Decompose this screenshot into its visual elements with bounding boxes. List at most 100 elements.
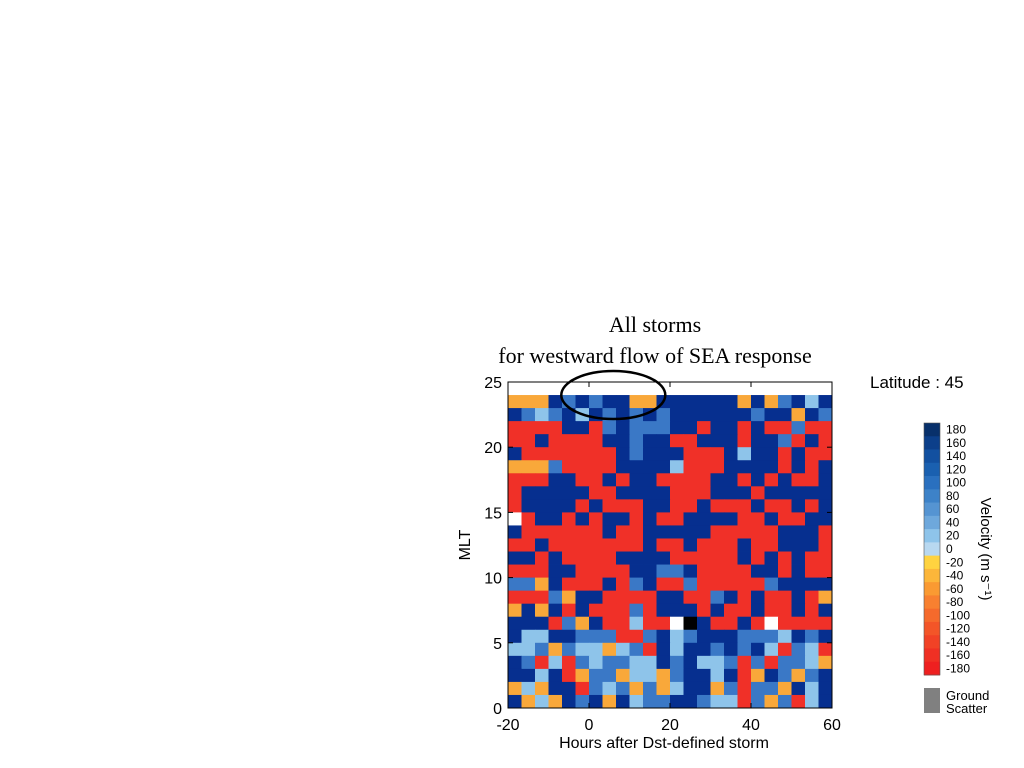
heatmap-cell bbox=[818, 668, 833, 683]
colorbar-swatch bbox=[924, 529, 940, 543]
x-tick-label: 40 bbox=[742, 717, 760, 734]
heatmap-cell bbox=[589, 694, 603, 709]
heatmap-cell bbox=[805, 486, 819, 500]
heatmap-cell bbox=[548, 447, 563, 461]
heatmap-cell bbox=[508, 655, 522, 670]
heatmap-cell bbox=[629, 486, 644, 500]
heatmap-cell bbox=[751, 616, 765, 631]
velocity-colorbar: 180160140120100806040200-20-40-60-80-100… bbox=[923, 423, 994, 716]
heatmap-cell bbox=[575, 616, 590, 631]
heatmap-cell bbox=[589, 421, 603, 435]
heatmap-cell bbox=[737, 603, 752, 618]
heatmap-cell bbox=[805, 512, 819, 526]
heatmap-cell bbox=[575, 629, 590, 644]
heatmap-cell bbox=[508, 642, 522, 657]
heatmap-cell bbox=[737, 655, 752, 670]
heatmap-cell bbox=[656, 525, 671, 539]
heatmap-cell bbox=[643, 551, 657, 565]
heatmap-cell bbox=[508, 486, 522, 500]
heatmap-cell bbox=[521, 616, 536, 631]
heatmap-cell bbox=[764, 655, 779, 670]
colorbar-tick-label: 180 bbox=[946, 423, 966, 437]
heatmap-cell bbox=[602, 512, 617, 526]
heatmap-cell bbox=[575, 538, 590, 552]
heatmap-cell bbox=[508, 421, 522, 435]
heatmap-cell bbox=[535, 525, 549, 539]
heatmap-cell bbox=[629, 538, 644, 552]
heatmap-cell bbox=[643, 473, 657, 487]
heatmap-cell bbox=[751, 460, 765, 474]
heatmap-cell bbox=[521, 564, 536, 578]
heatmap-cell bbox=[683, 655, 698, 670]
heatmap-cell bbox=[683, 616, 698, 631]
heatmap-cell bbox=[602, 642, 617, 657]
colorbar-swatch bbox=[924, 542, 940, 557]
heatmap-cell bbox=[548, 434, 563, 448]
heatmap-cell bbox=[562, 668, 576, 683]
heatmap-cell bbox=[805, 681, 819, 696]
heatmap-cell bbox=[683, 590, 698, 605]
heatmap-cell bbox=[535, 681, 549, 696]
heatmap-cell bbox=[818, 603, 833, 618]
heatmap-cell bbox=[575, 525, 590, 539]
heatmap-cell bbox=[778, 460, 792, 474]
heatmap-cell bbox=[791, 512, 806, 526]
heatmap-cell bbox=[737, 525, 752, 539]
heatmap-cell bbox=[737, 512, 752, 526]
heatmap-cell bbox=[724, 447, 738, 461]
heatmap-cell bbox=[818, 642, 833, 657]
heatmap-cell bbox=[710, 564, 725, 578]
heatmap-cell bbox=[791, 668, 806, 683]
heatmap-cell bbox=[778, 408, 792, 422]
heatmap-cell bbox=[575, 603, 590, 618]
heatmap-cell bbox=[710, 577, 725, 592]
heatmap-cell bbox=[683, 694, 698, 709]
heatmap-cell bbox=[602, 577, 617, 592]
heatmap-cell bbox=[589, 395, 603, 409]
heatmap-cell bbox=[656, 694, 671, 709]
heatmap-cell bbox=[562, 564, 576, 578]
heatmap-cell bbox=[629, 512, 644, 526]
heatmap-cell bbox=[818, 590, 833, 605]
heatmap-cell bbox=[778, 499, 792, 513]
heatmap-cell bbox=[629, 642, 644, 657]
heatmap-cell bbox=[751, 408, 765, 422]
heatmap-cell bbox=[683, 434, 698, 448]
heatmap-cell bbox=[508, 395, 522, 409]
heatmap-cell bbox=[791, 629, 806, 644]
heatmap-cell bbox=[737, 486, 752, 500]
heatmap-cell bbox=[670, 564, 684, 578]
heatmap-cell bbox=[643, 655, 657, 670]
y-tick-label: 15 bbox=[484, 505, 502, 522]
heatmap-cell bbox=[575, 486, 590, 500]
heatmap-cell bbox=[656, 434, 671, 448]
heatmap-cell bbox=[805, 590, 819, 605]
y-tick-label: 20 bbox=[484, 440, 502, 457]
heatmap-cell bbox=[535, 460, 549, 474]
heatmap-cell bbox=[656, 577, 671, 592]
heatmap-cell bbox=[508, 447, 522, 461]
heatmap-cell bbox=[521, 590, 536, 605]
colorbar-swatch bbox=[924, 515, 940, 530]
heatmap-cell bbox=[562, 473, 576, 487]
heatmap-cell bbox=[656, 564, 671, 578]
heatmap-cell bbox=[737, 538, 752, 552]
heatmap-cell bbox=[805, 473, 819, 487]
chart-title-line-2: for westward flow of SEA response bbox=[498, 343, 812, 368]
heatmap-cell bbox=[683, 408, 698, 422]
heatmap-cell bbox=[602, 460, 617, 474]
heatmap-cell bbox=[575, 421, 590, 435]
heatmap-cell bbox=[656, 681, 671, 696]
heatmap-cell bbox=[697, 538, 711, 552]
heatmap-cell bbox=[535, 616, 549, 631]
heatmap-cell bbox=[535, 655, 549, 670]
heatmap-cell bbox=[656, 512, 671, 526]
heatmap-cell bbox=[683, 473, 698, 487]
heatmap-cell bbox=[616, 577, 630, 592]
heatmap-cell bbox=[548, 408, 563, 422]
heatmap-cell bbox=[751, 681, 765, 696]
heatmap-cell bbox=[737, 460, 752, 474]
heatmap-cell bbox=[548, 564, 563, 578]
heatmap-cell bbox=[629, 603, 644, 618]
heatmap-cell bbox=[616, 486, 630, 500]
